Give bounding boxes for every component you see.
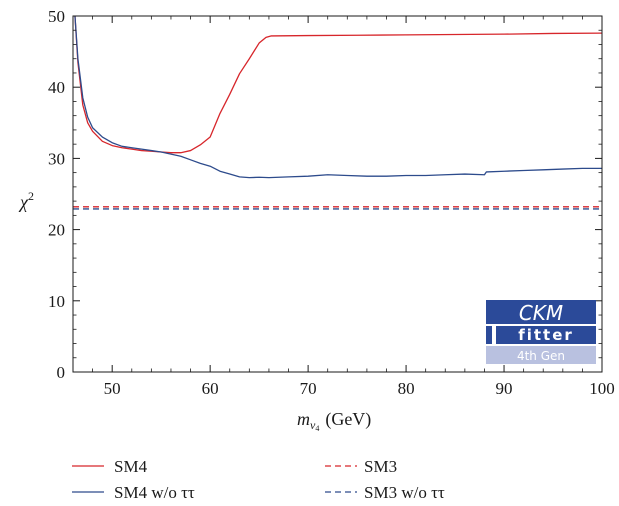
logo-fitter-text: fitter (518, 326, 574, 344)
legend-label-sm4-wo-tautau: SM4 w/o ττ (114, 483, 195, 502)
y-tick-label: 20 (48, 221, 65, 240)
y-tick-label: 30 (48, 149, 65, 168)
logo-left-stripe (486, 326, 492, 344)
logo-ckm-text: CKM (519, 301, 563, 325)
x-axis-title-sub: ν (310, 418, 316, 432)
logo-top-band (486, 300, 596, 324)
legend-label-sm3-wo-tautau: SM3 w/o ττ (364, 483, 445, 502)
y-tick-label: 40 (48, 78, 65, 97)
series-line-0 (74, 16, 602, 154)
x-axis-title-main: m (297, 409, 310, 429)
x-axis: 50 60 70 80 90 100 (72, 16, 615, 398)
logo-middle-band (496, 326, 596, 344)
x-tick-label: 80 (398, 379, 415, 398)
x-tick-label: 100 (589, 379, 615, 398)
plot-frame (72, 15, 603, 373)
legend: SM4 SM4 w/o ττ SM3 SM3 w/o ττ (72, 457, 445, 502)
x-axis-title: mν4 (GeV) (297, 409, 371, 433)
y-tick-label: 0 (57, 363, 66, 382)
legend-label-sm3: SM3 (364, 457, 397, 476)
x-axis-title-unit: (GeV) (325, 409, 371, 430)
y-axis-title-sup: 2 (28, 189, 34, 203)
series-line-1 (74, 16, 602, 179)
y-tick-label: 10 (48, 292, 65, 311)
x-tick-label: 60 (202, 379, 219, 398)
x-tick-label: 70 (300, 379, 317, 398)
ckmfitter-logo: CKM fitter 4th Gen (486, 300, 596, 364)
plot-lines (73, 16, 602, 210)
y-axis-title: χ2 (18, 189, 34, 212)
logo-gen-text: 4th Gen (517, 349, 565, 363)
legend-label-sm4: SM4 (114, 457, 148, 476)
logo-bottom-band (486, 346, 596, 364)
y-tick-label: 50 (48, 7, 65, 26)
x-tick-label: 50 (104, 379, 121, 398)
y-axis: 0 10 20 30 40 50 (48, 7, 602, 382)
x-axis-title-subsub: 4 (315, 424, 319, 433)
axis-frame (72, 15, 603, 373)
x-tick-label: 90 (496, 379, 513, 398)
y-axis-title-main: χ (18, 192, 29, 212)
